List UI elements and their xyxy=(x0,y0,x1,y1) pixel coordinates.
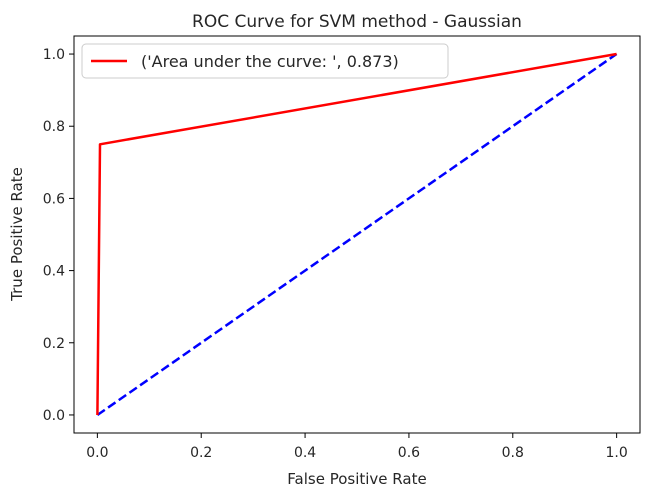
legend-label: ('Area under the curve: ', 0.873) xyxy=(141,52,399,71)
y-tick-label: 0.2 xyxy=(43,336,65,352)
legend-box xyxy=(81,43,449,79)
x-tick-label: 0.6 xyxy=(398,445,420,461)
x-tick-label: 0.2 xyxy=(190,445,212,461)
chance-diagonal-line xyxy=(96,52,618,417)
plot-frame xyxy=(73,35,641,434)
chart-title: ROC Curve for SVM method - Gaussian xyxy=(192,12,522,32)
y-tick-label: 0.8 xyxy=(43,119,65,135)
x-axis-label: False Positive Rate xyxy=(287,470,426,488)
y-tick-label: 1.0 xyxy=(43,47,65,63)
axis-ticks: 0.0 0.2 0.4 0.6 0.8 1.0 0.0 0.2 0.4 0.6 0.8 1.0 xyxy=(43,47,628,461)
x-tick-label: 0.0 xyxy=(86,445,108,461)
x-tick-label: 0.4 xyxy=(294,445,316,461)
series-layer xyxy=(96,52,618,417)
y-axis-label: True Positive Rate xyxy=(8,167,26,302)
x-tick-label: 1.0 xyxy=(606,445,628,461)
x-tick-label: 0.8 xyxy=(502,445,524,461)
y-tick-label: 0.4 xyxy=(43,264,65,280)
y-tick-label: 0.6 xyxy=(43,191,65,207)
y-tick-label: 0.0 xyxy=(43,408,65,424)
roc-curve-line xyxy=(96,52,617,416)
legend: ('Area under the curve: ', 0.873) xyxy=(81,43,449,79)
